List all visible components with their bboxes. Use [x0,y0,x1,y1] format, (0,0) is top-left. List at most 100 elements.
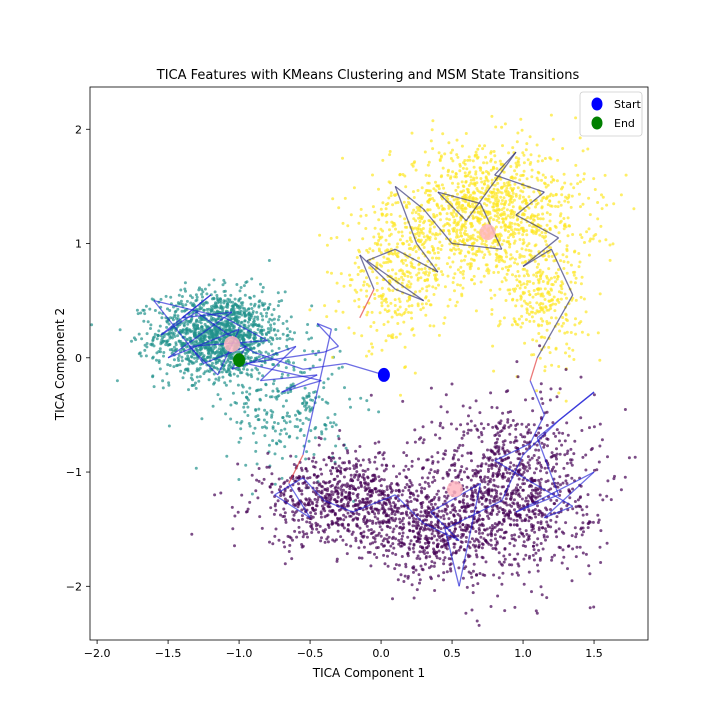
scatter-point [548,228,552,232]
scatter-point [388,150,392,153]
scatter-point [411,546,415,550]
scatter-point [517,274,521,278]
scatter-point [362,283,366,287]
scatter-point [475,187,479,190]
scatter-point [389,194,393,198]
scatter-point [491,474,495,478]
scatter-point [550,175,554,179]
scatter-point [261,286,265,289]
scatter-point [313,427,317,431]
scatter-point [405,225,409,229]
scatter-point [292,368,296,372]
scatter-point [425,289,429,293]
scatter-point [487,250,491,254]
scatter-point [514,304,518,308]
scatter-point [186,338,189,342]
scatter-point [286,359,290,362]
scatter-point [526,216,530,219]
scatter-point [342,443,346,447]
scatter-point [293,529,297,533]
scatter-point [500,429,504,433]
scatter-point [269,506,273,510]
scatter-point [202,335,206,339]
scatter-point [291,498,294,502]
scatter-point [586,526,590,530]
scatter-point [179,288,183,292]
scatter-point [396,308,400,312]
scatter-point [410,464,414,468]
scatter-point [550,363,554,367]
scatter-point [489,296,493,300]
scatter-point [578,545,582,549]
scatter-point [306,486,310,490]
scatter-point [550,204,554,208]
scatter-point [429,386,433,390]
scatter-point [416,302,420,306]
scatter-point [557,200,561,204]
scatter-point [343,386,346,390]
scatter-point [347,529,351,533]
scatter-point [516,161,520,164]
scatter-point [503,276,507,280]
scatter-point [346,511,350,515]
scatter-point [243,311,246,315]
scatter-point [543,513,547,517]
scatter-point [302,434,306,437]
scatter-point [215,333,219,337]
scatter-point [474,172,478,176]
scatter-point [357,486,360,490]
scatter-point [525,233,529,237]
scatter-point [556,158,560,162]
scatter-point [515,518,519,522]
scatter-point [495,194,499,198]
scatter-point [171,318,175,322]
scatter-point [560,287,564,291]
scatter-point [572,273,576,277]
scatter-point [424,272,427,276]
scatter-point [382,478,386,482]
scatter-point [423,219,427,223]
scatter-point [385,220,389,224]
scatter-point [447,218,451,222]
scatter-point [558,452,562,456]
scatter-point [509,211,513,215]
scatter-point [182,342,186,345]
scatter-point [415,206,419,209]
scatter-point [322,480,325,484]
scatter-point [512,213,516,217]
scatter-point [448,232,451,236]
scatter-point [301,535,305,539]
scatter-point [395,245,399,249]
scatter-point [573,270,577,274]
scatter-point [587,564,591,568]
scatter-point [279,428,283,432]
scatter-point [566,200,570,204]
scatter-point [381,158,385,162]
scatter-point [408,516,411,520]
scatter-point [524,318,528,322]
scatter-point [268,302,272,306]
scatter-point [559,203,563,207]
scatter-point [498,422,502,425]
scatter-point [429,139,433,143]
scatter-point [324,400,328,404]
scatter-point [501,144,504,148]
scatter-point [400,234,404,238]
scatter-point [555,252,559,256]
scatter-point [217,358,221,362]
scatter-point [553,275,557,279]
scatter-point [222,278,226,282]
scatter-point [361,475,364,479]
scatter-point [239,421,243,425]
scatter-point [441,208,444,211]
scatter-point [413,226,417,230]
scatter-point [426,476,430,480]
scatter-point [598,422,602,426]
scatter-point [243,293,247,297]
scatter-point [370,352,374,356]
scatter-point [495,492,498,495]
scatter-point [417,238,421,242]
scatter-point [207,335,211,339]
scatter-point [281,404,285,408]
scatter-point [566,449,570,453]
